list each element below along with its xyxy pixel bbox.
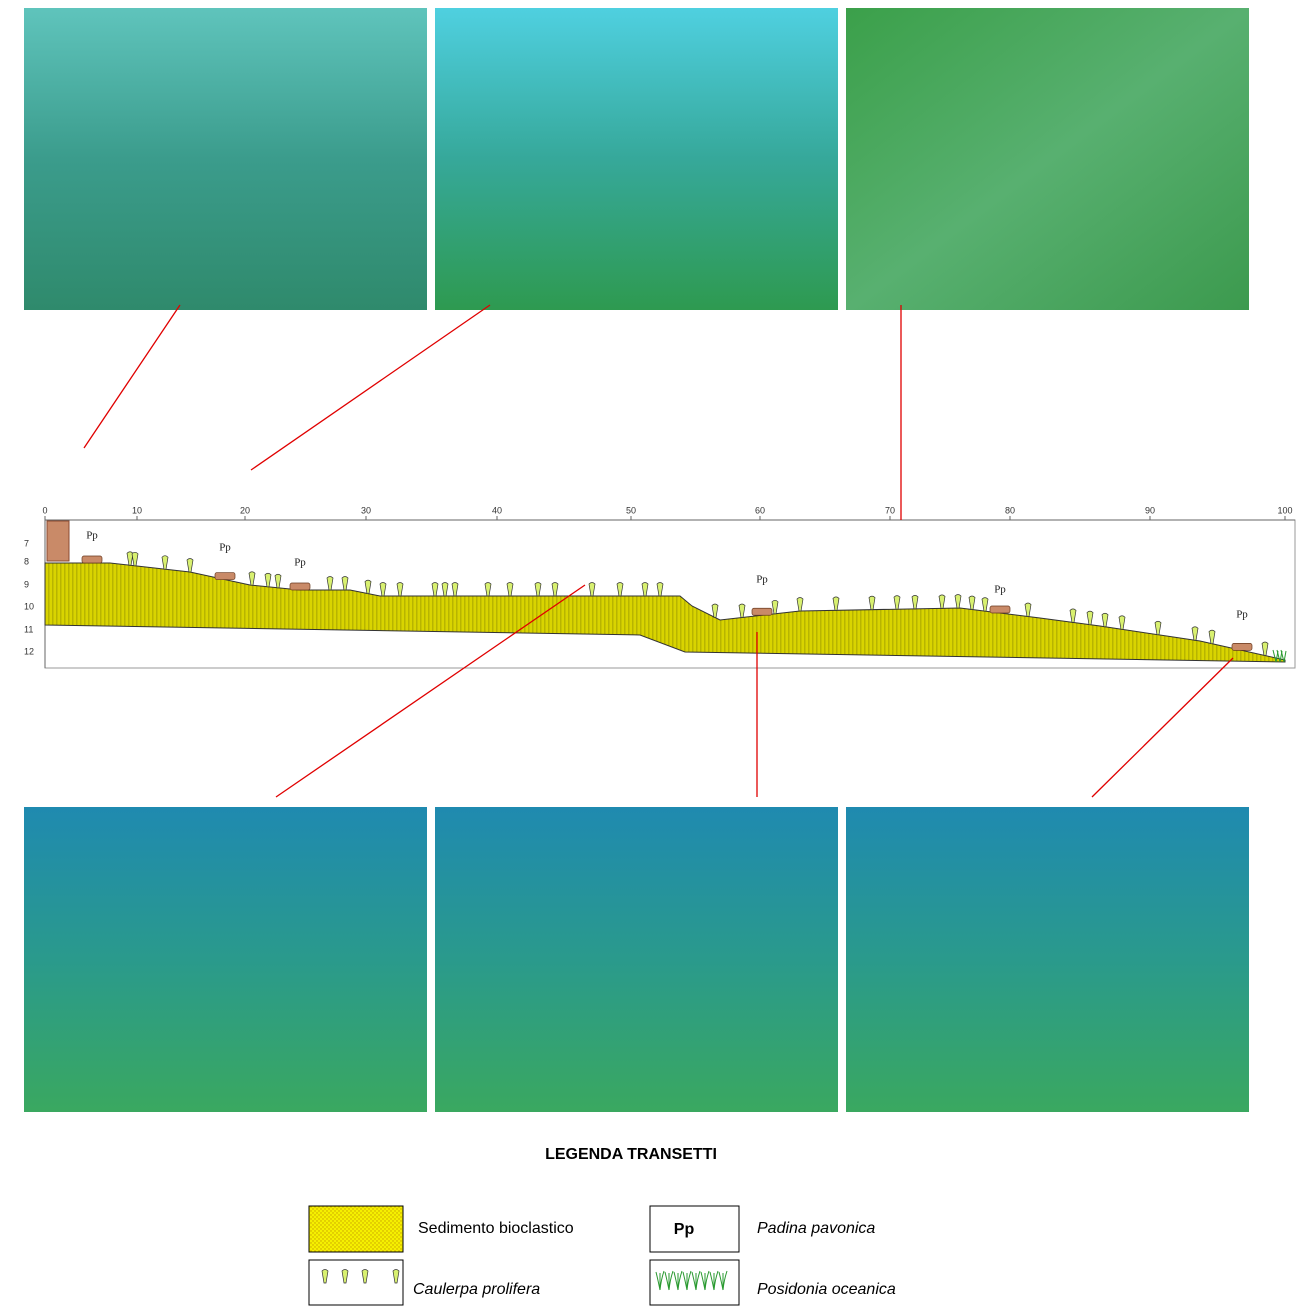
padina-rock <box>215 573 235 580</box>
depth-label: 10 <box>24 601 34 611</box>
legend-label: Sedimento bioclastico <box>418 1220 574 1237</box>
x-tick-label: 60 <box>755 505 765 515</box>
species-label: Pp <box>219 542 231 554</box>
x-tick-label: 0 <box>42 505 47 515</box>
legend-swatch <box>309 1206 403 1252</box>
x-tick-label: 90 <box>1145 505 1155 515</box>
padina-rock <box>1232 643 1252 650</box>
species-label: Pp <box>294 557 306 569</box>
photo <box>435 8 838 310</box>
x-tick-label: 10 <box>132 505 142 515</box>
connector <box>251 305 490 470</box>
x-tick-label: 30 <box>361 505 371 515</box>
x-tick-label: 20 <box>240 505 250 515</box>
depth-label: 7 <box>24 538 29 548</box>
legend-label: Padina pavonica <box>757 1220 875 1237</box>
photo <box>846 807 1249 1112</box>
padina-rock <box>290 583 310 590</box>
transect-profile: 0 10 20 30 40 50 60 70 80 90 100 7 8 9 10 11 12 Pp Pp Pp Pp P… <box>24 505 1295 668</box>
legend-symbol: Pp <box>674 1221 695 1238</box>
x-tick-label: 50 <box>626 505 636 515</box>
depth-label: 9 <box>24 579 29 589</box>
photo <box>24 807 427 1112</box>
padina-rock <box>82 556 102 563</box>
legend-swatch <box>650 1206 739 1252</box>
depth-label: 8 <box>24 556 29 566</box>
depth-label: 11 <box>24 624 33 634</box>
x-tick-label: 70 <box>885 505 895 515</box>
connector <box>84 305 180 448</box>
padina-rock <box>752 608 772 615</box>
species-label: Pp <box>86 530 98 542</box>
padina-rock <box>990 606 1010 613</box>
species-label: Pp <box>756 574 768 586</box>
legend-title: LEGENDA TRANSETTI <box>545 1146 717 1163</box>
legend-label: Posidonia oceanica <box>757 1281 896 1298</box>
species-label: Pp <box>994 584 1006 596</box>
x-tick-label: 40 <box>492 505 502 515</box>
legend-swatch <box>309 1260 403 1305</box>
species-label: Pp <box>1236 609 1248 621</box>
page: 0 10 20 30 40 50 60 70 80 90 100 7 8 9 10 11 12 Pp Pp Pp Pp P… <box>0 0 1311 1310</box>
photo <box>846 8 1249 310</box>
rock <box>47 521 69 561</box>
photo <box>435 807 838 1112</box>
x-tick-label: 100 <box>1277 505 1292 515</box>
legend-label: Caulerpa prolifera <box>413 1281 540 1298</box>
depth-label: 12 <box>24 646 34 656</box>
photo <box>24 8 427 310</box>
connector <box>1092 658 1233 797</box>
legend: Sedimento bioclastico Pp Padina pavonica… <box>309 1206 896 1305</box>
x-tick-label: 80 <box>1005 505 1015 515</box>
